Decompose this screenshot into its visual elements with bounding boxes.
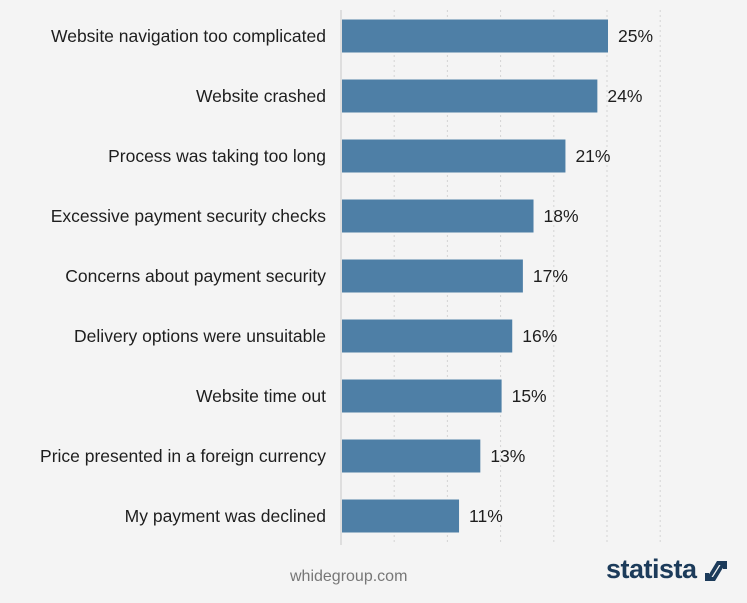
bar[interactable] xyxy=(342,199,534,233)
bar[interactable] xyxy=(342,79,598,113)
category-label: My payment was declined xyxy=(125,506,326,526)
bar[interactable] xyxy=(342,379,502,413)
category-label: Delivery options were unsuitable xyxy=(74,326,326,346)
bar-chart: Website navigation too complicated Websit… xyxy=(40,10,661,545)
value-label: 15% xyxy=(512,386,547,406)
value-label: 25% xyxy=(618,26,653,46)
statista-logo[interactable]: statista xyxy=(606,554,729,585)
statista-logo-text: statista xyxy=(606,554,697,584)
bars xyxy=(342,19,608,533)
bar[interactable] xyxy=(342,499,460,533)
value-label: 17% xyxy=(533,266,568,286)
category-label: Website navigation too complicated xyxy=(51,26,326,46)
category-label: Website time out xyxy=(196,386,326,406)
bar[interactable] xyxy=(342,259,523,293)
category-label: Price presented in a foreign currency xyxy=(40,446,326,466)
value-label: 11% xyxy=(469,506,503,526)
category-label: Website crashed xyxy=(196,86,326,106)
category-label: Process was taking too long xyxy=(108,146,326,166)
value-label: 13% xyxy=(490,446,525,466)
source-link[interactable]: whidegroup.com xyxy=(290,568,408,585)
bar[interactable] xyxy=(342,439,481,473)
statista-logo-icon xyxy=(704,560,727,581)
value-label: 16% xyxy=(522,326,557,346)
value-labels: 25% 24% 21% 18% 17% 16% 15% 13% 11% xyxy=(469,26,653,526)
bar[interactable] xyxy=(342,19,608,53)
category-labels: Website navigation too complicated Websit… xyxy=(40,26,326,526)
value-label: 18% xyxy=(544,206,579,226)
bar[interactable] xyxy=(342,139,566,173)
category-label: Excessive payment security checks xyxy=(51,206,326,226)
value-label: 24% xyxy=(607,86,642,106)
category-label: Concerns about payment security xyxy=(65,266,326,286)
bar[interactable] xyxy=(342,319,513,353)
value-label: 21% xyxy=(575,146,610,166)
